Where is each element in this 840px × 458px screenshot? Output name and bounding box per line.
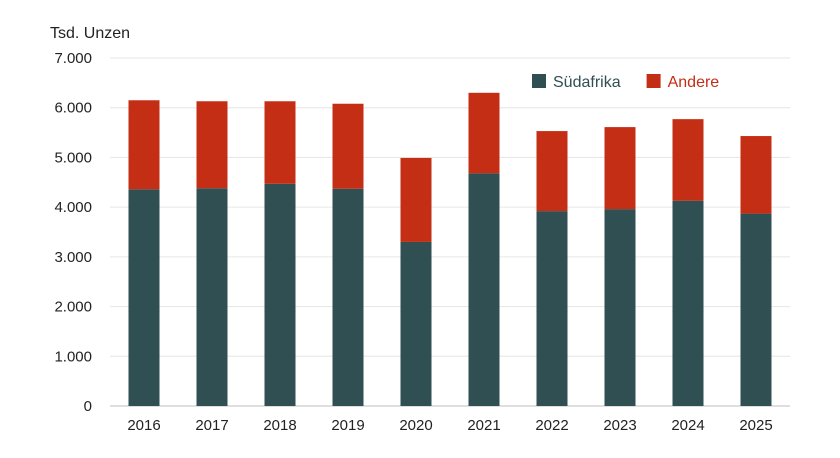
x-tick-label: 2020 bbox=[399, 417, 432, 434]
bar-andere-2016 bbox=[128, 100, 160, 190]
y-tick-label: 7.000 bbox=[54, 50, 92, 67]
legend-label: Andere bbox=[668, 74, 720, 91]
y-tick-label: 4.000 bbox=[54, 199, 92, 216]
x-tick-label: 2018 bbox=[263, 417, 296, 434]
bar-andere-2021 bbox=[468, 92, 500, 174]
x-tick-label: 2023 bbox=[603, 417, 636, 434]
y-tick-label: 5.000 bbox=[54, 149, 92, 166]
bar-s-dafrika-2019 bbox=[332, 188, 364, 406]
y-unit-label: Tsd. Unzen bbox=[50, 25, 130, 42]
bar-andere-2017 bbox=[196, 101, 228, 189]
bar-andere-2020 bbox=[400, 157, 432, 242]
y-axis-ticks: 0 1.000 2.000 3.000 4.000 5.000 6.000 7.000 bbox=[54, 50, 92, 415]
legend-swatch bbox=[646, 74, 661, 88]
x-tick-label: 2017 bbox=[195, 417, 228, 434]
legend: Südafrika Andere bbox=[532, 74, 719, 91]
y-tick-label: 3.000 bbox=[54, 249, 92, 266]
bar-s-dafrika-2018 bbox=[264, 183, 296, 406]
bar-s-dafrika-2021 bbox=[468, 173, 500, 406]
bar-andere-2022 bbox=[536, 131, 568, 212]
y-tick-label: 2.000 bbox=[54, 299, 92, 316]
y-tick-label: 6.000 bbox=[54, 100, 92, 117]
bar-andere-2019 bbox=[332, 103, 364, 189]
x-tick-label: 2021 bbox=[467, 417, 500, 434]
bar-s-dafrika-2023 bbox=[604, 209, 636, 406]
x-tick-label: 2022 bbox=[535, 417, 568, 434]
bar-andere-2025 bbox=[740, 136, 772, 214]
x-tick-label: 2016 bbox=[127, 417, 160, 434]
legend-swatch bbox=[532, 74, 546, 88]
x-tick-label: 2024 bbox=[671, 417, 704, 434]
x-axis-ticks: 2016 2017 2018 2019 2020 2021 2022 2023 2024 2025 bbox=[127, 417, 772, 434]
bar-s-dafrika-2025 bbox=[740, 213, 772, 406]
bar-s-dafrika-2020 bbox=[400, 241, 432, 406]
bar-s-dafrika-2017 bbox=[196, 188, 228, 406]
x-tick-label: 2019 bbox=[331, 417, 364, 434]
bar-andere-2024 bbox=[672, 119, 704, 201]
x-tick-label: 2025 bbox=[739, 417, 772, 434]
legend-label: Südafrika bbox=[553, 74, 621, 91]
bar-s-dafrika-2024 bbox=[672, 200, 704, 406]
y-tick-label: 1.000 bbox=[54, 348, 92, 365]
bar-s-dafrika-2016 bbox=[128, 189, 160, 406]
y-tick-label: 0 bbox=[84, 398, 92, 415]
bar-s-dafrika-2022 bbox=[536, 211, 568, 406]
bar-andere-2018 bbox=[264, 101, 296, 184]
bar-andere-2023 bbox=[604, 127, 636, 210]
bars bbox=[128, 92, 772, 406]
